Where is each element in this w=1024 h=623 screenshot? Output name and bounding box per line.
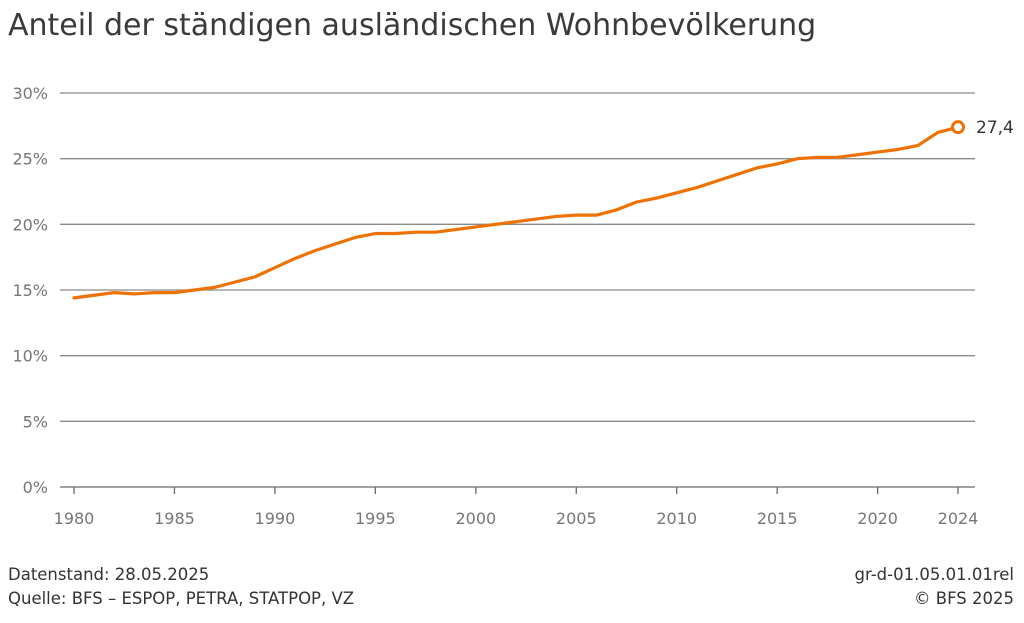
- x-tick-label: 2024: [938, 509, 979, 528]
- footer-quelle: Quelle: BFS – ESPOP, PETRA, STATPOP, VZ: [8, 589, 355, 608]
- x-tick-label: 1995: [355, 509, 396, 528]
- x-tick-label: 2000: [455, 509, 496, 528]
- series-layer: 27,4: [72, 118, 1014, 300]
- footer-copyright: © BFS 2025: [914, 589, 1014, 608]
- footer-datenstand: Datenstand: 28.05.2025: [8, 565, 210, 584]
- x-tick-label: 2005: [556, 509, 597, 528]
- footer-code: gr-d-01.05.01.01rel: [854, 565, 1014, 584]
- end-point-label: 27,4: [976, 118, 1014, 138]
- y-tick-label: 20%: [12, 215, 48, 234]
- y-tick-label: 0%: [23, 478, 48, 497]
- end-point-marker: [951, 120, 965, 135]
- y-tick-label: 10%: [12, 347, 48, 366]
- x-tick-label: 2015: [757, 509, 798, 528]
- x-tick-label: 1980: [54, 509, 95, 528]
- x-tick-label: 2020: [857, 509, 898, 528]
- grid-lines: 0% 5% 10% 15% 20% 25% 30%: [12, 84, 975, 497]
- x-tick-label: 1990: [255, 509, 296, 528]
- y-tick-label: 5%: [23, 412, 48, 431]
- series-line: [72, 125, 960, 300]
- y-tick-label: 15%: [12, 281, 48, 300]
- x-tick-label: 1985: [154, 509, 195, 528]
- chart-title: Anteil der ständigen ausländischen Wohnb…: [8, 8, 817, 43]
- y-tick-label: 30%: [12, 84, 48, 103]
- x-tick-label: 2010: [656, 509, 697, 528]
- footer-left: Datenstand: 28.05.2025 Quelle: BFS – ESP…: [8, 563, 354, 611]
- footer-right: gr-d-01.05.01.01rel © BFS 2025: [855, 563, 1014, 611]
- x-axis: 1980 1985 1990 1995 2000 2005 2010 2015 2020 2024: [54, 487, 979, 528]
- y-tick-label: 25%: [12, 150, 48, 169]
